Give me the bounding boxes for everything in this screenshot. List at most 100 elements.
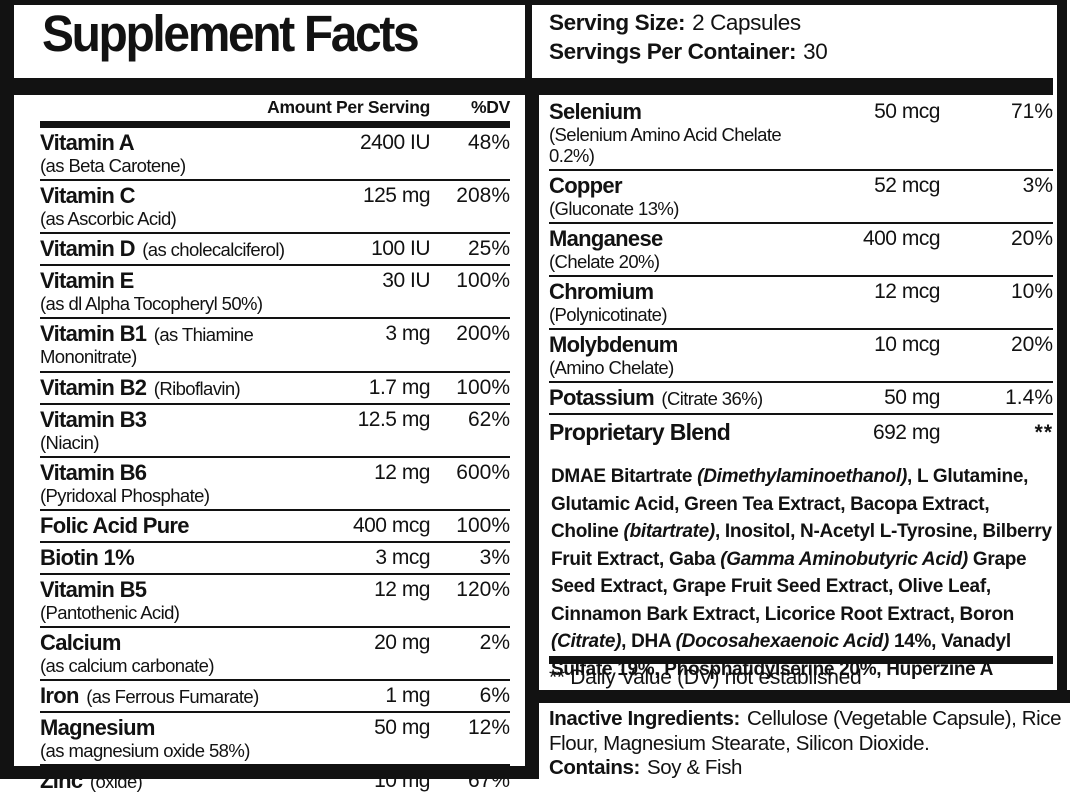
nutrient-amount: 3 mg bbox=[385, 322, 430, 345]
nutrient-row: Calcium (as calcium carbonate) 20 mg 2% bbox=[40, 626, 510, 679]
nutrient-name-block: Vitamin B6 (Pyridoxal Phosphate) bbox=[40, 460, 320, 506]
blend-segment: , L Glutamine, Glutamic Acid, Green Tea … bbox=[551, 466, 1029, 542]
nutrient-detail: (as magnesium oxide 58%) bbox=[40, 740, 250, 761]
nutrient-amount: 12 mg bbox=[374, 578, 430, 601]
nutrient-amount: 100 IU bbox=[371, 237, 430, 260]
nutrient-amount: 20 mg bbox=[374, 631, 430, 654]
proprietary-blend-ingredients: DMAE Bitartrate (Dimethylaminoethanol), … bbox=[549, 449, 1053, 683]
nutrient-amount: 10 mcg bbox=[874, 333, 940, 356]
nutrient-dv: 25% bbox=[467, 237, 510, 260]
nutrient-row: Biotin 1% 3 mcg 3% bbox=[40, 541, 510, 573]
nutrient-name: Vitamin A bbox=[40, 130, 135, 155]
nutrient-dv: 600% bbox=[456, 461, 510, 484]
nutrient-row: Vitamin B6 (Pyridoxal Phosphate) 12 mg 6… bbox=[40, 456, 510, 509]
blend-segment: , DHA bbox=[621, 631, 676, 652]
nutrient-row: Vitamin C (as Ascorbic Acid) 125 mg 208% bbox=[40, 179, 510, 232]
nutrient-detail: (as Thiamine Mononitrate) bbox=[40, 324, 254, 367]
right-column: Selenium (Selenium Amino Acid Chelate 0.… bbox=[549, 97, 1053, 683]
nutrient-name-block: Calcium (as calcium carbonate) bbox=[40, 630, 320, 676]
nutrient-name-block: Folic Acid Pure bbox=[40, 513, 320, 538]
nutrient-name: Biotin 1% bbox=[40, 545, 135, 570]
nutrient-name-block: Vitamin A (as Beta Carotene) bbox=[40, 130, 320, 176]
serving-info: Serving Size: 2 Capsules Servings Per Con… bbox=[549, 8, 828, 66]
nutrient-row: Molybdenum (Amino Chelate) 10 mcg 20% bbox=[549, 328, 1053, 381]
nutrient-row: Vitamin B1 (as Thiamine Mononitrate) 3 m… bbox=[40, 317, 510, 371]
nutrient-detail: (Selenium Amino Acid Chelate 0.2%) bbox=[549, 124, 782, 166]
nutrient-dv: 12% bbox=[467, 716, 510, 739]
nutrient-dv: ** bbox=[1034, 421, 1053, 444]
nutrient-name-block: Biotin 1% bbox=[40, 545, 320, 570]
nutrient-amount: 2400 IU bbox=[359, 131, 431, 154]
nutrient-name-block: Molybdenum (Amino Chelate) bbox=[549, 332, 830, 378]
nutrient-dv: 71% bbox=[1010, 100, 1053, 123]
nutrient-amount: 1.7 mg bbox=[368, 376, 431, 399]
title-serving-divider bbox=[525, 5, 532, 79]
nutrient-row: Manganese (Chelate 20%) 400 mcg 20% bbox=[549, 222, 1053, 275]
nutrient-detail: (Pantothenic Acid) bbox=[40, 602, 180, 623]
nutrient-name: Zinc bbox=[40, 768, 83, 793]
nutrient-dv: 48% bbox=[467, 131, 510, 154]
nutrient-dv: 67% bbox=[467, 769, 510, 792]
nutrient-detail: (as Ferrous Fumarate) bbox=[86, 686, 259, 707]
nutrient-name: Vitamin B1 bbox=[40, 321, 147, 346]
left-nutrient-rows: Vitamin A (as Beta Carotene) 2400 IU 48%… bbox=[40, 128, 510, 796]
nutrient-name-block: Vitamin E (as dl Alpha Tocopheryl 50%) bbox=[40, 268, 320, 314]
nutrient-row: Iron (as Ferrous Fumarate) 1 mg 6% bbox=[40, 679, 510, 711]
column-header: Amount Per Serving %DV bbox=[40, 97, 510, 121]
nutrient-name-block: Potassium (Citrate 36%) bbox=[549, 385, 830, 410]
nutrient-detail: (Pyridoxal Phosphate) bbox=[40, 485, 210, 506]
proprietary-blend-row: Proprietary Blend 692 mg ** bbox=[549, 413, 1053, 449]
nutrient-name: Magnesium bbox=[40, 715, 155, 740]
nutrient-name: Proprietary Blend bbox=[549, 419, 731, 445]
serving-size-value: 2 Capsules bbox=[692, 10, 801, 35]
panel-bottom-bar bbox=[525, 690, 1070, 703]
inactive-ingredients-label: Inactive Ingredients: bbox=[549, 707, 740, 730]
nutrient-amount: 50 mg bbox=[374, 716, 430, 739]
nutrient-name: Selenium bbox=[549, 99, 642, 124]
dv-header: %DV bbox=[471, 97, 510, 117]
nutrient-detail: (Chelate 20%) bbox=[549, 251, 660, 272]
nutrient-name-block: Vitamin C (as Ascorbic Acid) bbox=[40, 183, 320, 229]
nutrient-name: Potassium bbox=[549, 385, 655, 410]
nutrient-amount: 12 mg bbox=[374, 461, 430, 484]
nutrient-detail: (Amino Chelate) bbox=[549, 357, 674, 378]
inactive-ingredients-line: Inactive Ingredients: Cellulose (Vegetabl… bbox=[549, 707, 1064, 756]
nutrient-name-block: Chromium (Polynicotinate) bbox=[549, 279, 830, 325]
nutrient-row: Zinc (oxide) 10 mg 67% bbox=[40, 764, 510, 796]
nutrient-name: Vitamin C bbox=[40, 183, 135, 208]
nutrient-name: Calcium bbox=[40, 630, 121, 655]
nutrient-amount: 12.5 mg bbox=[357, 408, 431, 431]
amount-per-serving-header: Amount Per Serving bbox=[267, 97, 430, 117]
nutrient-dv: 100% bbox=[456, 376, 510, 399]
nutrient-row: Copper (Gluconate 13%) 52 mcg 3% bbox=[549, 169, 1053, 222]
nutrient-amount: 3 mcg bbox=[375, 546, 430, 569]
nutrient-dv: 10% bbox=[1010, 280, 1053, 303]
inactive-ingredients-value: Cellulose (Vegetable Capsule), Rice Flou… bbox=[549, 707, 1062, 755]
nutrient-row: Chromium (Polynicotinate) 12 mcg 10% bbox=[549, 275, 1053, 328]
nutrient-detail: (as cholecalciferol) bbox=[142, 239, 285, 260]
blend-segment: DMAE Bitartrate bbox=[551, 466, 698, 487]
nutrient-dv: 200% bbox=[456, 322, 510, 345]
nutrient-row: Folic Acid Pure 400 mcg 100% bbox=[40, 509, 510, 541]
nutrient-amount: 52 mcg bbox=[874, 174, 940, 197]
nutrient-amount: 50 mg bbox=[884, 386, 940, 409]
nutrient-row: Vitamin B2 (Riboflavin) 1.7 mg 100% bbox=[40, 371, 510, 403]
nutrient-detail: (Niacin) bbox=[40, 432, 100, 453]
nutrient-name: Iron bbox=[40, 683, 79, 708]
nutrient-amount: 400 mcg bbox=[352, 514, 431, 537]
nutrient-detail: (Polynicotinate) bbox=[549, 304, 668, 325]
nutrient-name: Folic Acid Pure bbox=[40, 513, 190, 538]
nutrient-name: Vitamin B2 bbox=[40, 375, 147, 400]
nutrient-dv: 100% bbox=[456, 269, 510, 292]
nutrient-name: Copper bbox=[549, 173, 623, 198]
serving-size-line: Serving Size: 2 Capsules bbox=[549, 8, 827, 37]
nutrient-dv: 208% bbox=[456, 184, 510, 207]
nutrient-detail: (as calcium carbonate) bbox=[40, 655, 215, 676]
nutrient-name: Manganese bbox=[549, 226, 663, 251]
page-title: Supplement Facts bbox=[42, 5, 420, 62]
nutrient-dv: 3% bbox=[479, 546, 510, 569]
nutrient-name-block: Vitamin D (as cholecalciferol) bbox=[40, 236, 320, 261]
contains-line: Contains: Soy & Fish bbox=[549, 756, 1064, 781]
nutrient-amount: 10 mg bbox=[374, 769, 430, 792]
column-divider bbox=[525, 95, 539, 779]
